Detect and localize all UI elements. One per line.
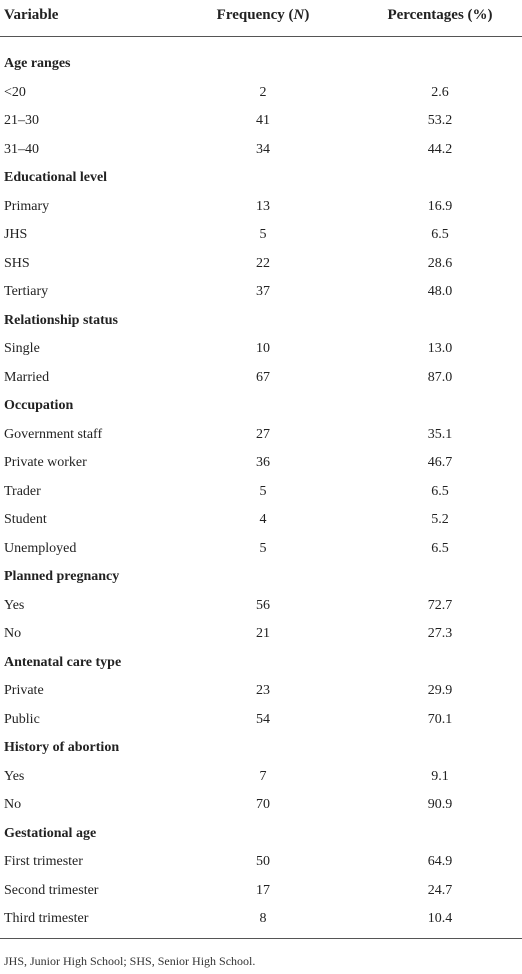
frequency: 22: [256, 255, 270, 271]
frequency: 27: [256, 426, 270, 442]
column-header: Variable: [4, 6, 58, 24]
group-label: Age ranges: [4, 56, 71, 71]
percentage: 28.6: [427, 255, 453, 271]
frequency: 37: [256, 284, 270, 299]
frequency: 56: [256, 597, 270, 613]
percentage: 6.5: [431, 227, 449, 242]
row-label: Tertiary: [4, 284, 49, 299]
percentage: 16.9: [427, 198, 453, 214]
percentage: 27.3: [427, 626, 453, 641]
row-label: First trimester: [4, 854, 83, 869]
row-label: Yes: [4, 597, 25, 613]
header-text: N: [293, 7, 305, 23]
footnote: JHS, Junior High School; SHS, Senior Hig…: [4, 954, 256, 968]
header-text: Frequency (: [216, 7, 294, 23]
bottom-rule: [0, 938, 522, 939]
frequency: 70: [256, 797, 270, 812]
row-label: Government staff: [4, 426, 103, 442]
frequency: 34: [256, 141, 270, 157]
percentage: 53.2: [427, 113, 453, 128]
frequency: 10: [256, 341, 270, 356]
frequency: 17: [256, 882, 270, 898]
group-label: History of abortion: [4, 740, 120, 755]
group-label: Educational level: [4, 170, 108, 185]
frequency: 21: [256, 626, 270, 641]
row-label: Married: [4, 369, 50, 385]
frequency: 50: [256, 854, 270, 869]
row-label: Primary: [4, 198, 50, 214]
row-label: <20: [4, 84, 26, 100]
frequency: 4: [259, 512, 267, 527]
percentage: 5.2: [431, 512, 449, 527]
percentage: 46.7: [427, 455, 453, 470]
frequency: 5: [259, 227, 267, 242]
frequency: 13: [256, 198, 270, 214]
percentage: 2.6: [431, 84, 449, 100]
frequency: 5: [259, 483, 267, 499]
percentage: 48.0: [427, 284, 453, 299]
group-label: Planned pregnancy: [4, 569, 120, 584]
row-label: Yes: [4, 768, 25, 784]
group-label: Occupation: [4, 398, 74, 413]
group-label: Relationship status: [4, 312, 118, 328]
row-label: Second trimester: [4, 882, 99, 898]
row-label: Unemployed: [4, 540, 77, 556]
header-text: Variable: [4, 7, 59, 23]
column-header: Frequency (N): [203, 6, 323, 24]
percentage: 6.5: [431, 483, 449, 499]
row-label: Private worker: [4, 455, 87, 470]
header-text: Percentages (%): [387, 7, 493, 23]
group-label: Antenatal care type: [4, 654, 122, 670]
percentage: 64.9: [427, 854, 453, 869]
percentage: 72.7: [427, 597, 453, 613]
percentage: 10.4: [427, 911, 453, 926]
percentage: 87.0: [427, 369, 453, 385]
percentage: 70.1: [427, 711, 453, 727]
row-label: Single: [4, 341, 40, 356]
percentage: 6.5: [431, 540, 449, 556]
frequency: 2: [259, 84, 267, 100]
frequency: 7: [259, 768, 267, 784]
group-label: Gestational age: [4, 825, 97, 841]
row-label: Student: [4, 512, 47, 527]
frequency: 8: [259, 911, 267, 926]
percentage: 13.0: [427, 341, 453, 356]
column-header: Percentages (%): [370, 6, 510, 24]
percentage: 44.2: [427, 141, 453, 157]
frequency: 5: [259, 540, 267, 556]
frequency: 67: [256, 369, 270, 385]
row-label: Trader: [4, 483, 41, 499]
header-text: ): [304, 7, 310, 23]
row-label: No: [4, 797, 22, 812]
percentage: 90.9: [427, 797, 453, 812]
row-label: 21–30: [4, 113, 39, 128]
percentage: 9.1: [431, 768, 449, 784]
row-label: Public: [4, 711, 40, 727]
percentage: 24.7: [427, 882, 453, 898]
header-rule: [0, 36, 522, 37]
row-label: JHS: [4, 227, 28, 242]
row-label: Private: [4, 683, 44, 698]
percentage: 35.1: [427, 426, 453, 442]
row-label: No: [4, 626, 22, 641]
row-label: 31–40: [4, 141, 39, 157]
frequency: 41: [256, 113, 270, 128]
row-label: Third trimester: [4, 911, 89, 926]
frequency: 54: [256, 711, 270, 727]
frequency: 36: [256, 455, 270, 470]
row-label: SHS: [4, 255, 30, 271]
frequency: 23: [256, 683, 270, 698]
percentage: 29.9: [427, 683, 453, 698]
